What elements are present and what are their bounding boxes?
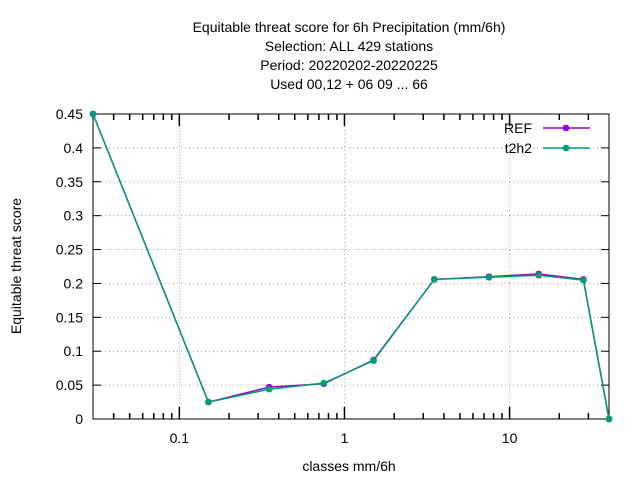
y-tick-label-1: 0.05 [56, 377, 83, 393]
plot-frame [92, 113, 610, 420]
axes [92, 113, 610, 420]
chart-title-block: Equitable threat score for 6h Precipitat… [193, 19, 506, 92]
data-point-t2h2-7 [535, 272, 542, 279]
x-tick-label-1: 1 [341, 430, 349, 446]
data-point-t2h2-4 [370, 357, 377, 364]
y-tick-label-3: 0.15 [56, 309, 83, 325]
series-line-ref [92, 113, 610, 420]
data-point-t2h2-5 [431, 276, 438, 283]
grid-lines [93, 114, 609, 419]
series-line-t2h2 [92, 113, 610, 420]
y-tick-label-8: 0.4 [64, 140, 84, 156]
data-point-t2h2-2 [265, 385, 273, 393]
data-point-t2h2-8 [580, 276, 587, 284]
legend-marker-t2h2 [562, 144, 570, 152]
chart-title: Equitable threat score for 6h Precipitat… [193, 19, 506, 35]
tick-marks [93, 113, 609, 420]
legend-label-ref: REF [504, 120, 532, 136]
y-axis-label: Equitable threat score [8, 198, 24, 334]
chart-subtitle-selection: Selection: ALL 429 stations [265, 38, 433, 54]
chart-subtitle-used: Used 00,12 + 06 09 ... 66 [270, 76, 428, 92]
data-point-t2h2-1 [205, 398, 212, 406]
y-tick-label-7: 0.35 [56, 174, 83, 190]
y-tick-label-9: 0.45 [56, 106, 83, 122]
legend-marker-ref [562, 124, 570, 132]
legend-label-t2h2: t2h2 [505, 140, 532, 156]
y-tick-label-5: 0.25 [56, 242, 83, 258]
tick-labels: 0 0.05 0.1 0.15 0.2 0.25 0.3 0.35 0.4 0.45 0.1 1 10 [56, 106, 518, 446]
data-point-t2h2-0 [89, 110, 97, 118]
legend: REF t2h2 [504, 120, 590, 156]
data-point-t2h2-9 [605, 415, 613, 423]
chart-subtitle-period: Period: 20220202-20220225 [260, 57, 438, 73]
x-tick-label-0: 0.1 [170, 430, 190, 446]
series-group [89, 110, 613, 423]
y-tick-label-0: 0 [75, 411, 83, 427]
data-point-t2h2-3 [320, 379, 328, 387]
y-tick-label-6: 0.3 [64, 208, 84, 224]
y-tick-label-2: 0.1 [64, 343, 84, 359]
y-tick-label-4: 0.2 [64, 275, 84, 291]
x-axis-label: classes mm/6h [302, 458, 395, 474]
x-tick-label-2: 10 [502, 430, 518, 446]
data-point-t2h2-6 [485, 274, 493, 281]
